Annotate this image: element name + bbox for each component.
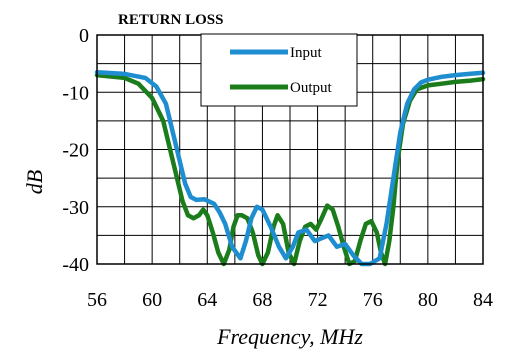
x-tick-label: 80 (418, 289, 438, 311)
y-tick-label: -20 (62, 140, 89, 162)
x-tick-label: 56 (87, 289, 107, 311)
chart-title: RETURN LOSS (118, 12, 223, 28)
legend-label-output: Output (290, 80, 333, 96)
y-tick-label: -40 (62, 254, 89, 276)
x-tick-label: 76 (363, 289, 383, 311)
y-tick-labels: 0 -10 -20 -30 -40 (62, 25, 89, 276)
y-axis-title: dB (22, 170, 47, 194)
series-layer (94, 69, 486, 267)
legend: Input Output (200, 33, 358, 107)
legend-label-input: Input (290, 45, 322, 61)
y-tick-label: -10 (62, 82, 89, 104)
x-tick-label: 60 (142, 289, 162, 311)
y-tick-label: -30 (62, 197, 89, 219)
series-line-input (94, 69, 486, 267)
x-axis-title: Frequency, MHz (216, 324, 363, 349)
x-tick-label: 68 (252, 289, 272, 311)
legend-box (200, 33, 358, 107)
x-tick-labels: 56 60 64 68 72 76 80 84 (87, 289, 493, 311)
x-tick-label: 84 (473, 289, 493, 311)
series-line-output (94, 72, 486, 267)
y-tick-label: 0 (79, 25, 89, 47)
x-tick-label: 64 (197, 289, 217, 311)
x-tick-label: 72 (308, 289, 328, 311)
